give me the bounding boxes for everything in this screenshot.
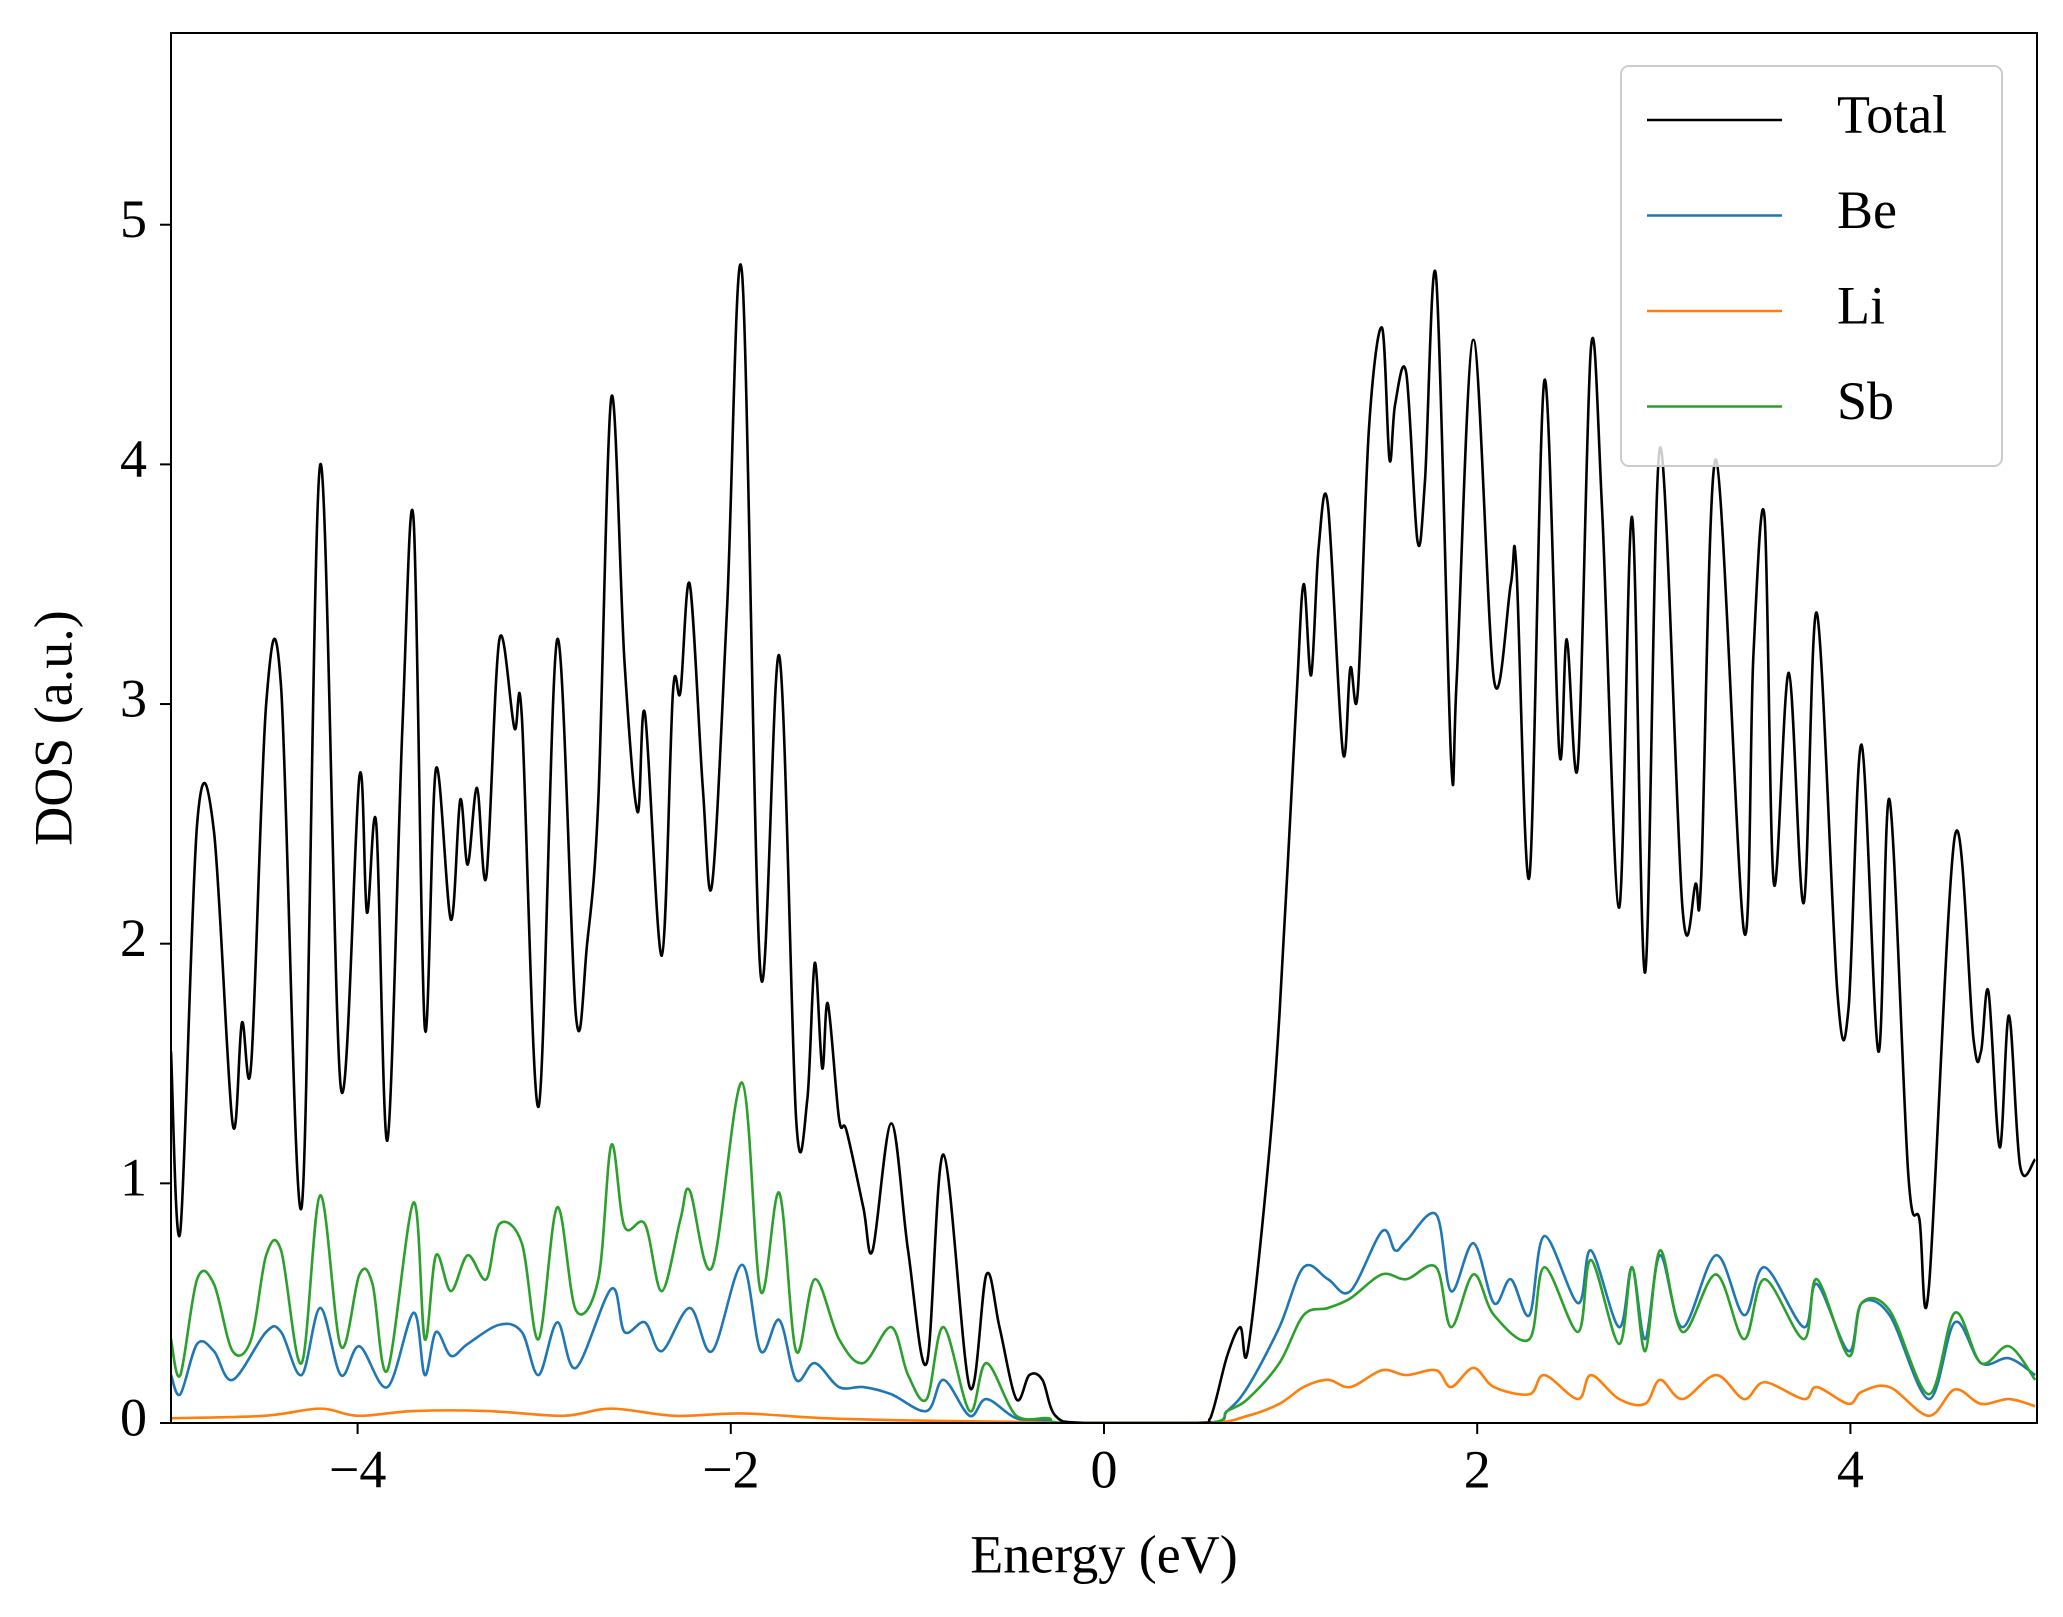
- series-line: [171, 263, 2037, 1423]
- x-tick-label: −4: [329, 1439, 386, 1499]
- legend-label: Li: [1837, 275, 1885, 335]
- series-line: [171, 1081, 2037, 1423]
- x-tick-label: 0: [1091, 1439, 1118, 1499]
- y-tick-label: 5: [120, 189, 147, 249]
- y-tick-label: 3: [120, 668, 147, 728]
- y-tick-label: 2: [120, 908, 147, 968]
- legend-label: Sb: [1837, 371, 1894, 431]
- series-line: [171, 1211, 2036, 1423]
- series-line: [171, 1366, 2036, 1423]
- plot-frame: [170, 32, 2038, 1424]
- y-axis-label: DOS (a.u.): [23, 610, 83, 845]
- x-tick-label: 2: [1464, 1439, 1491, 1499]
- y-tick-label: 1: [120, 1148, 147, 1208]
- legend-label: Be: [1837, 180, 1897, 240]
- x-axis-label: Energy (eV): [970, 1524, 1237, 1584]
- y-tick-label: 4: [120, 429, 147, 489]
- x-tick-label: 4: [1837, 1439, 1864, 1499]
- y-tick-label: 0: [120, 1387, 147, 1447]
- legend-box: [1620, 65, 2003, 467]
- legend-label: Total: [1837, 84, 1947, 144]
- x-tick-label: −2: [702, 1439, 759, 1499]
